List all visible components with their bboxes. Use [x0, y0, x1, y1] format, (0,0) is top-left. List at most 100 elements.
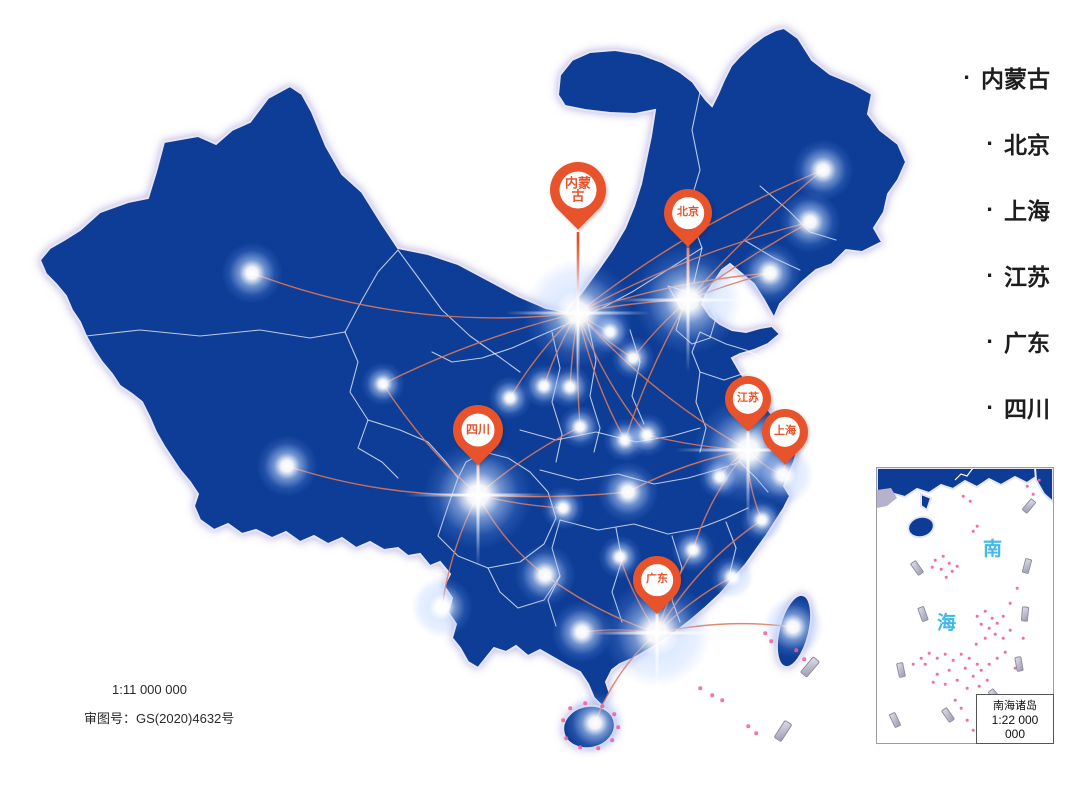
south-china-sea-inset: 南 海 南海诸岛 1:22 000 000: [876, 467, 1054, 744]
inset-caption-scale: 1:22 000 000: [991, 713, 1039, 741]
pin-label: 内蒙 古: [564, 175, 592, 204]
inset-islet-dot: [1001, 614, 1005, 618]
inset-islet-dot: [955, 678, 959, 682]
legend-item-guangdong: · 广东: [986, 324, 1050, 358]
inset-islet-dot: [911, 662, 915, 666]
inset-islet-dot: [963, 666, 967, 670]
inset-islet-dot: [944, 575, 948, 579]
map-scale-text: 1:11 000 000: [112, 682, 187, 697]
islet-mark: [616, 725, 620, 729]
inset-islet-dot: [1037, 478, 1041, 482]
inset-islet-dot: [975, 524, 979, 528]
islet-mark: [568, 706, 572, 710]
inset-islet-dot: [953, 698, 957, 702]
pin-label: 四川: [465, 422, 490, 437]
inset-islet-dot: [939, 567, 943, 571]
inset-foreign-land: [877, 488, 897, 508]
inset-islet-dot: [1008, 601, 1012, 605]
inset-islet-dot: [955, 564, 959, 568]
legend-label: 广东: [1004, 330, 1050, 356]
inset-islet-dot: [1031, 492, 1035, 496]
inset-islet-dot: [987, 626, 991, 630]
legend-bullet: ·: [986, 327, 994, 354]
inset-islet-dot: [995, 621, 999, 625]
inset-islet-dot: [950, 569, 954, 573]
pin-tail-line: [782, 464, 787, 474]
inset-islet-dot: [968, 499, 972, 503]
inset-caption-box: 南海诸岛 1:22 000 000: [976, 694, 1054, 744]
inset-islet-dot: [965, 718, 969, 722]
pin-label: 广东: [645, 573, 668, 586]
inset-islet-dot: [1025, 484, 1029, 488]
islet-mark: [578, 745, 582, 749]
inset-river: [954, 468, 974, 481]
legend-label: 四川: [1004, 396, 1050, 422]
legend-bullet: ·: [986, 129, 994, 156]
inset-islet-dot: [959, 706, 963, 710]
inset-islet-dot: [987, 662, 991, 666]
inset-islet-dot: [1008, 628, 1012, 632]
inset-islet-dot: [947, 668, 951, 672]
inset-hainan: [907, 515, 935, 539]
inset-islet-dot: [983, 609, 987, 613]
map-pin-sichuan[interactable]: 四川: [442, 394, 514, 466]
legend-bullet: ·: [986, 195, 994, 222]
legend-item-jiangsu: · 江苏: [986, 258, 1050, 292]
legend-label: 北京: [1004, 132, 1050, 158]
inset-leizhou: [920, 492, 933, 512]
islet-mark: [720, 698, 724, 702]
inset-islet-dot: [941, 554, 945, 558]
inset-islet-dot: [983, 636, 987, 640]
inset-islet-dot: [990, 616, 994, 620]
inset-islet-dot: [1021, 636, 1025, 640]
islet-mark: [564, 736, 568, 740]
inset-islet-dot: [931, 680, 935, 684]
inset-islet-dot: [971, 728, 975, 732]
inset-islet-dot: [930, 565, 934, 569]
map-pin-beijing[interactable]: 北京: [654, 179, 722, 247]
inset-islet-dot: [943, 652, 947, 656]
islet-mark: [596, 746, 600, 750]
legend-item-shanghai: · 上海: [986, 192, 1050, 226]
map-pin-neimenggu[interactable]: 内蒙 古: [538, 150, 618, 230]
inset-nine-dash-segment: [1020, 606, 1030, 622]
legend-bullet: ·: [986, 261, 994, 288]
legend: · 内蒙古 · 北京 · 上海 · 江苏 · 广东 · 四川: [963, 60, 1050, 424]
pin-label: 上海: [773, 425, 796, 438]
inset-islet-dot: [977, 684, 981, 688]
islet-mark: [769, 639, 773, 643]
inset-islet-dot: [971, 529, 975, 533]
islet-mark: [794, 648, 798, 652]
inset-islet-dot: [959, 652, 963, 656]
inset-islet-dot: [975, 662, 979, 666]
inset-islet-dot: [965, 686, 969, 690]
inset-islet-dot: [979, 622, 983, 626]
pin-circle: 广东: [641, 564, 673, 596]
islet-mark: [612, 712, 616, 716]
inset-mainland-coast: [877, 468, 1053, 501]
inset-islet-dot: [974, 642, 978, 646]
sea-label-hai: 海: [937, 613, 957, 634]
map-pin-guangdong[interactable]: 广东: [623, 546, 691, 614]
inset-islet-dot: [951, 658, 955, 662]
islet-mark: [583, 701, 587, 705]
islet-mark: [698, 686, 702, 690]
legend-bullet: ·: [963, 63, 971, 90]
islet-mark: [561, 718, 565, 722]
islet-mark: [763, 631, 767, 635]
legend-item-beijing: · 北京: [986, 126, 1050, 160]
inset-islet-dot: [927, 651, 931, 655]
inset-taiwan-tip: [1033, 468, 1053, 504]
inset-islet-dot: [993, 632, 997, 636]
inset-islet-dot: [967, 656, 971, 660]
islet-mark: [610, 738, 614, 742]
inset-islet-dot: [975, 614, 979, 618]
map-pin-shanghai[interactable]: 上海: [752, 399, 818, 465]
inset-islet-dot: [1001, 636, 1005, 640]
china-mainland-shape: [38, 26, 908, 708]
legend-bullet: ·: [986, 393, 994, 420]
inset-islet-dot: [935, 656, 939, 660]
islet-mark: [754, 731, 758, 735]
inset-islet-dot: [923, 662, 927, 666]
